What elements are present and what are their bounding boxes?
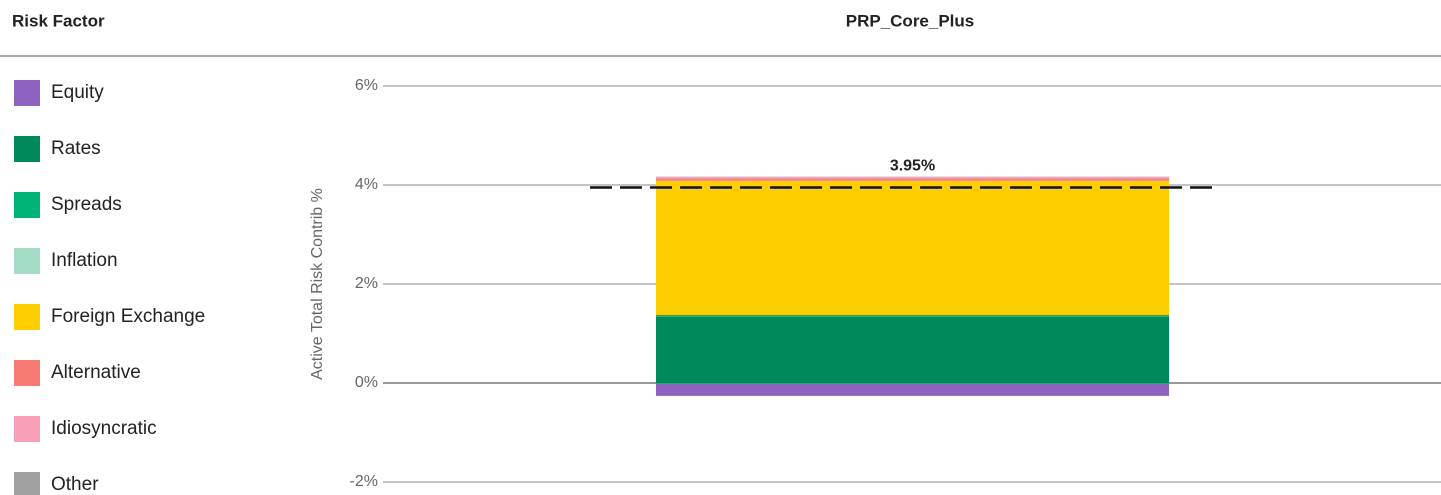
legend-label: Other bbox=[51, 474, 99, 495]
y-tick-label: -2% bbox=[350, 473, 378, 490]
total-label: 3.95% bbox=[890, 158, 935, 175]
legend-swatch bbox=[14, 360, 40, 386]
bar-segment bbox=[656, 314, 1169, 317]
y-axis-title: Active Total Risk Contrib % bbox=[309, 188, 326, 380]
legend-label: Inflation bbox=[51, 250, 118, 271]
legend-label: Equity bbox=[51, 82, 104, 103]
legend-swatch bbox=[14, 80, 40, 106]
legend-label: Idiosyncratic bbox=[51, 418, 157, 439]
category-label: PRP_Core_Plus bbox=[846, 11, 975, 30]
bar-segment bbox=[656, 383, 1169, 396]
legend-title: Risk Factor bbox=[12, 11, 105, 30]
y-tick-label: 0% bbox=[355, 374, 378, 391]
legend-label: Spreads bbox=[51, 194, 122, 215]
legend-swatch bbox=[14, 472, 40, 495]
y-tick-label: 6% bbox=[355, 77, 378, 94]
legend-swatch bbox=[14, 192, 40, 218]
bar-segment bbox=[656, 178, 1169, 181]
y-tick-label: 2% bbox=[355, 275, 378, 292]
bar-segment bbox=[656, 176, 1169, 179]
bar-segment bbox=[656, 180, 1169, 315]
legend-swatch bbox=[14, 304, 40, 330]
legend-label: Foreign Exchange bbox=[51, 306, 205, 327]
y-tick-label: 4% bbox=[355, 176, 378, 193]
legend-label: Alternative bbox=[51, 362, 141, 383]
legend-swatch bbox=[14, 136, 40, 162]
bar-segment bbox=[656, 316, 1169, 383]
legend-label: Rates bbox=[51, 138, 101, 159]
legend-swatch bbox=[14, 248, 40, 274]
legend-swatch bbox=[14, 416, 40, 442]
